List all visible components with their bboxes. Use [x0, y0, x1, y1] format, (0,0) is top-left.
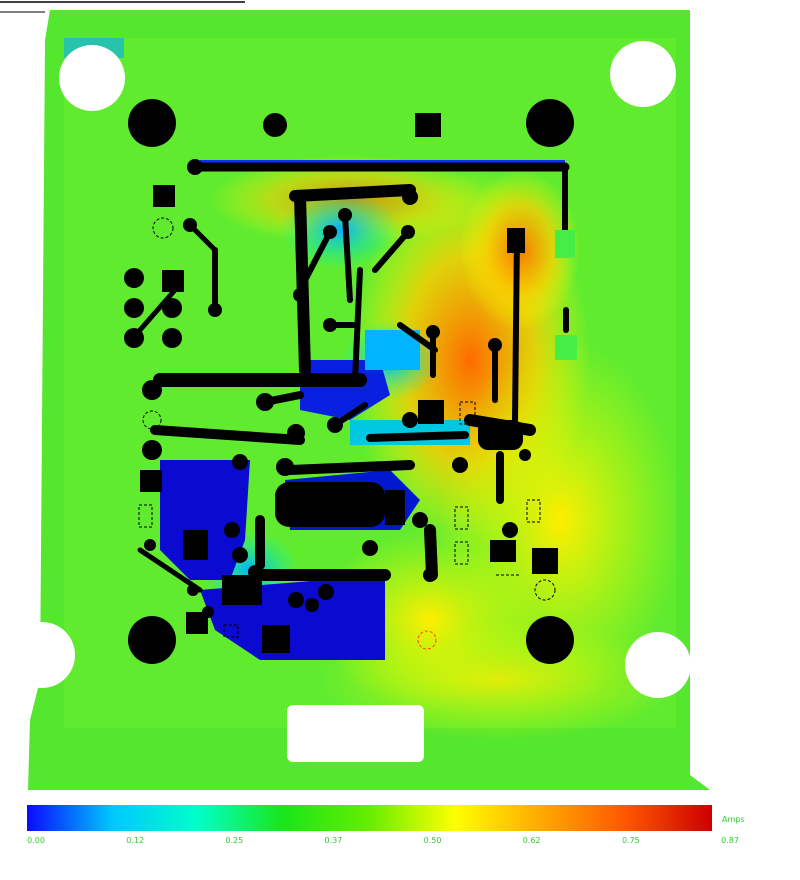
dashed-components [138, 217, 556, 650]
legend-tick-label: 0.75 [621, 836, 640, 845]
legend-tick-label: 0.50 [423, 836, 442, 845]
copper-traces [137, 162, 570, 593]
legend-tick-label: 0.12 [126, 836, 145, 845]
legend-color-bar [27, 805, 712, 831]
copper-pads [140, 113, 558, 653]
pour-left [160, 460, 250, 580]
mounting-vias [128, 99, 574, 664]
legend-tick-label: 0.87 [721, 836, 739, 845]
legend-tick-label: 0.62 [522, 836, 541, 845]
corner-cutouts [9, 41, 691, 762]
legend-tick-label: 0.25 [225, 836, 244, 845]
legend-tick-label: 0.00 [27, 836, 45, 845]
small-vias [124, 159, 531, 618]
legend-unit: Amps [722, 815, 745, 824]
legend-tick-label: 0.37 [324, 836, 343, 845]
